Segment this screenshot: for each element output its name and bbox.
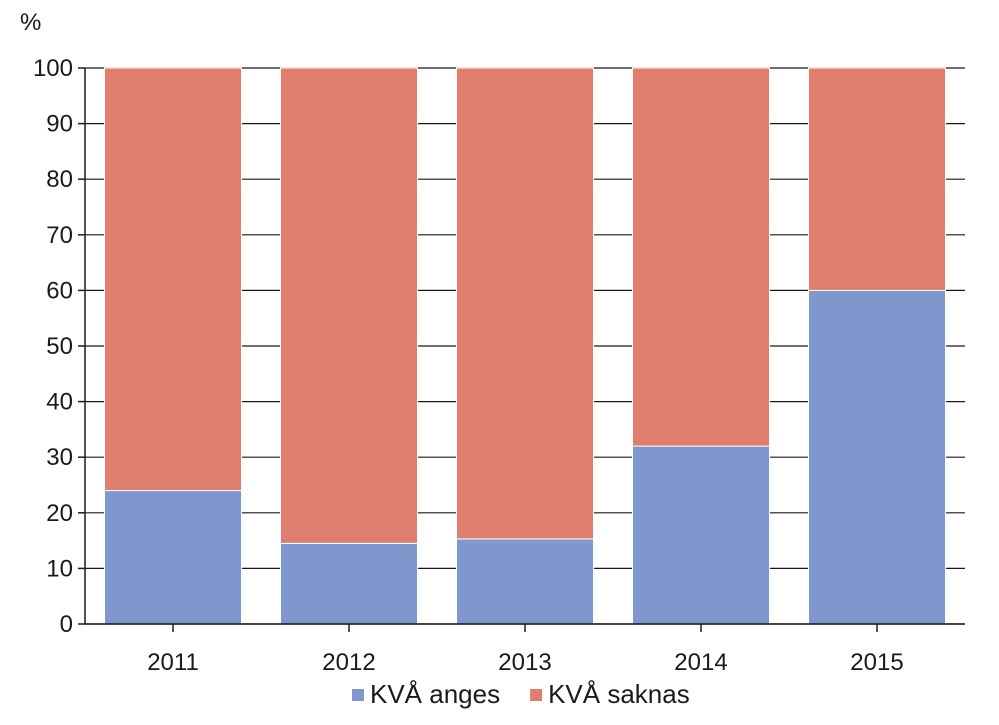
legend-swatch-1 — [352, 689, 364, 701]
x-tick-label: 2015 — [850, 649, 903, 676]
x-tick-label: 2012 — [322, 649, 375, 676]
y-tick-label: 10 — [46, 555, 73, 582]
bar-2015-series-1 — [808, 289, 946, 625]
y-tick-label: 60 — [46, 277, 73, 304]
bars — [104, 67, 946, 625]
y-tick-label: 20 — [46, 500, 73, 527]
axes: 0 10 20 30 40 50 60 70 80 90 100 2011 2012 2013 2014 20… — [33, 55, 965, 676]
bar-2013-series-1 — [456, 538, 594, 625]
legend-label-1: KVÅ anges — [370, 679, 500, 709]
y-tick-label: 100 — [33, 55, 73, 82]
x-tick-label: 2013 — [498, 649, 551, 676]
legend-label-2: KVÅ saknas — [548, 679, 690, 709]
y-tick-label: 80 — [46, 166, 73, 193]
legend: KVÅ anges KVÅ saknas — [352, 679, 690, 709]
bar-2013-series-2 — [456, 67, 594, 540]
bar-2012-series-2 — [280, 67, 418, 544]
y-tick-label: 50 — [46, 333, 73, 360]
y-tick-label: 70 — [46, 222, 73, 249]
bar-2011-series-2 — [104, 67, 242, 492]
bar-2011-series-1 — [104, 490, 242, 625]
y-tick-label: 90 — [46, 111, 73, 138]
x-tick-label: 2011 — [147, 649, 199, 676]
y-tick-label: 0 — [60, 611, 73, 638]
y-tick-label: 30 — [46, 444, 73, 471]
bar-2014-series-1 — [632, 445, 770, 625]
bar-2014-series-2 — [632, 67, 770, 447]
y-tick-label: 40 — [46, 389, 73, 416]
y-axis-unit-label: % — [20, 9, 41, 36]
bar-2015-series-2 — [808, 67, 946, 291]
bar-2012-series-1 — [280, 542, 418, 625]
x-tick-label: 2014 — [674, 649, 727, 676]
legend-swatch-2 — [530, 689, 543, 701]
